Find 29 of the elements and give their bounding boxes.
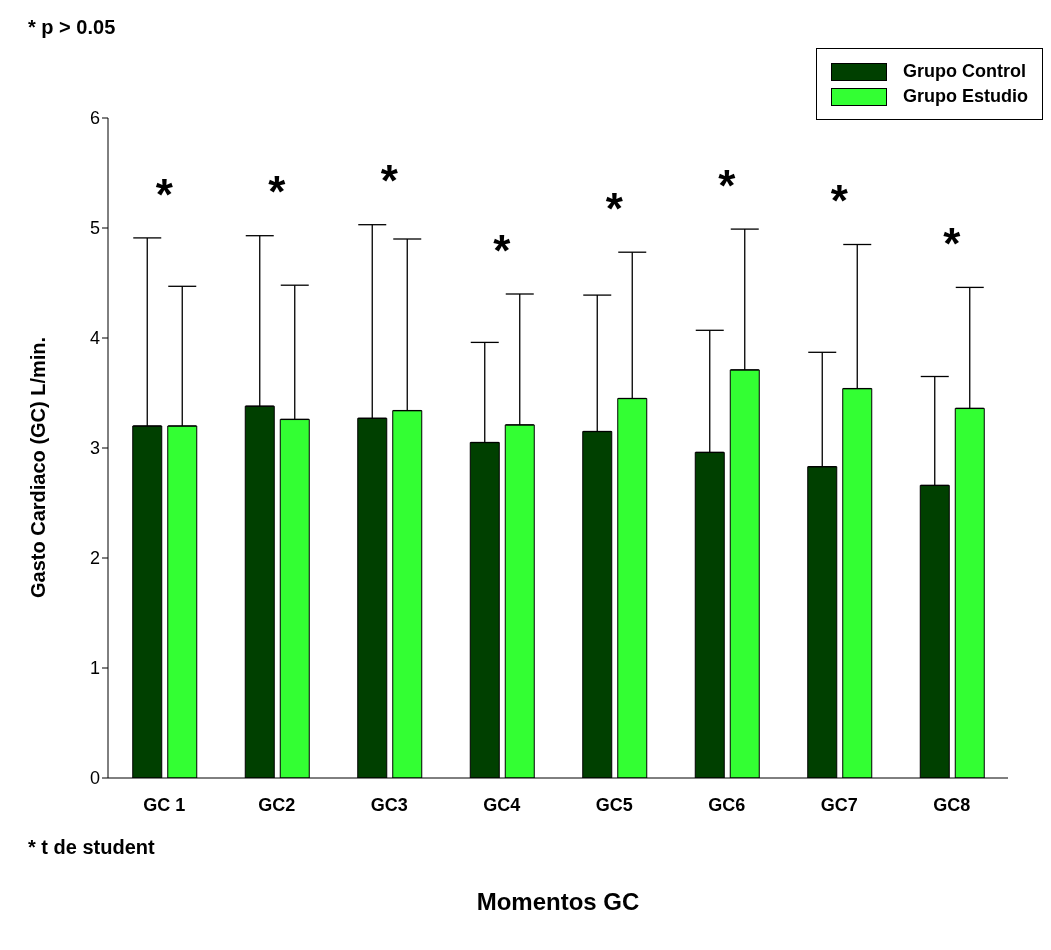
y-axis-title: Gasto Cardiaco (GC) L/min. xyxy=(27,336,50,598)
annotation: * xyxy=(718,160,737,210)
annotation: * xyxy=(380,156,399,206)
x-tick-label: GC6 xyxy=(708,794,746,815)
y-tick-label: 0 xyxy=(89,768,100,789)
y-tick-label: 6 xyxy=(89,108,100,129)
y-tick-label: 1 xyxy=(89,658,100,679)
x-axis-title: Momentos GC xyxy=(475,888,641,916)
text: * t de student xyxy=(28,836,155,859)
x-tick-label: GC5 xyxy=(595,794,633,815)
annotation: * xyxy=(830,176,849,226)
annotation: * xyxy=(155,169,174,219)
y-tick-label: 5 xyxy=(89,218,100,239)
x-tick-label: GC4 xyxy=(483,794,521,815)
legend-label: Grupo Estudio xyxy=(903,86,1028,107)
x-tick-label: GC3 xyxy=(370,794,408,815)
x-tick-label: GC8 xyxy=(933,794,971,815)
y-tick-label: 3 xyxy=(89,438,100,459)
x-tick-label: GC7 xyxy=(820,794,858,815)
annotation: * xyxy=(268,167,287,217)
x-tick-label: GC2 xyxy=(258,794,296,815)
legend-label: Grupo Control xyxy=(903,61,1026,82)
y-tick-label: 4 xyxy=(89,328,100,349)
text: * p > 0.05 xyxy=(28,16,116,39)
annotation: * xyxy=(943,219,962,269)
x-tick-label: GC 1 xyxy=(143,794,186,815)
y-tick-label: 2 xyxy=(89,548,100,569)
annotation: * xyxy=(493,225,512,275)
annotation: * xyxy=(605,183,624,233)
